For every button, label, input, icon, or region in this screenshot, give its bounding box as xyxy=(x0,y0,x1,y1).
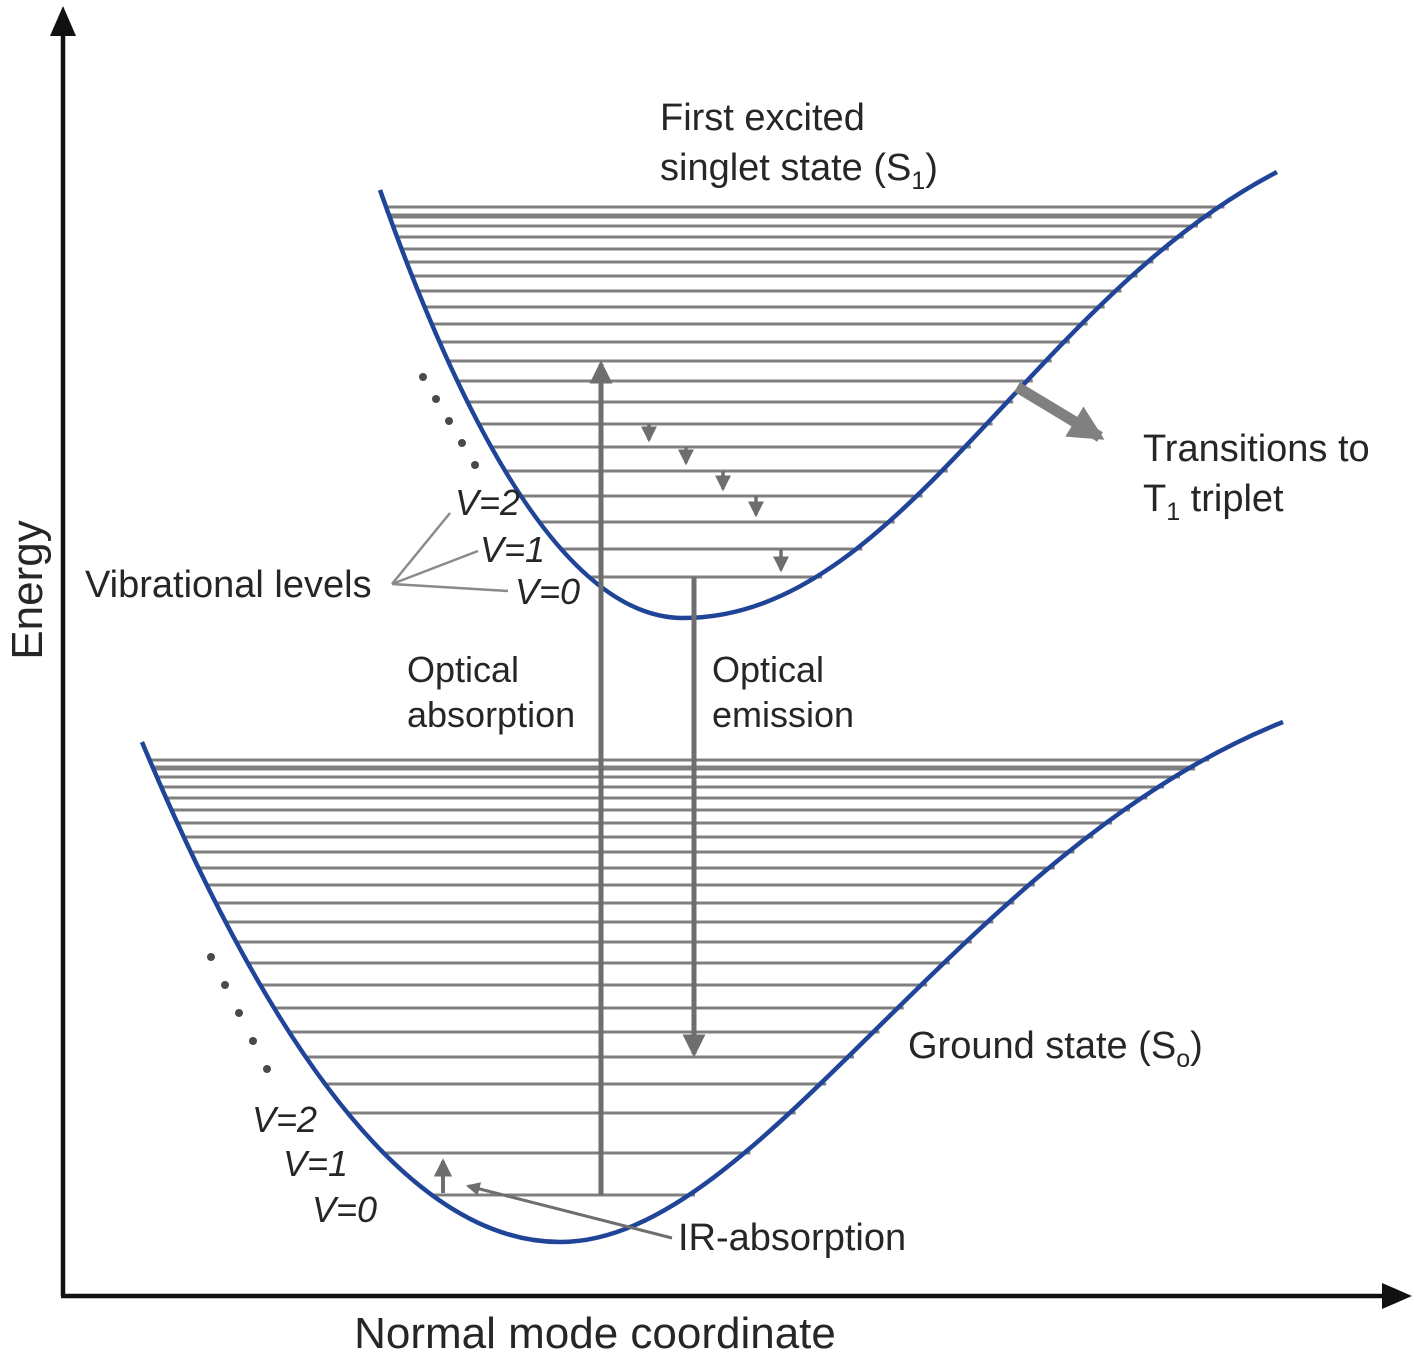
y-axis-arrowhead-icon xyxy=(50,6,76,36)
ground-state-suffix: ) xyxy=(1190,1025,1203,1067)
ground-state-label: Ground state (So) xyxy=(908,1025,1203,1073)
triplet-word: triplet xyxy=(1180,478,1284,520)
optical-emission-label-line1: Optical xyxy=(712,649,824,690)
transitions-label-line2: T1 triplet xyxy=(1143,478,1284,526)
s0-potential-curve xyxy=(139,719,1284,1245)
s0-vibrational-levels xyxy=(149,758,1210,1197)
s1-level-continuation-dots xyxy=(419,373,479,469)
s1-title-line2: singlet state (S1) xyxy=(660,147,938,195)
s0-v2-label: V=2 xyxy=(252,1099,317,1140)
t1-subscript: 1 xyxy=(1166,498,1180,526)
x-axis-arrowhead-icon xyxy=(1382,1283,1412,1309)
s0-level-continuation-dots xyxy=(207,953,271,1073)
transitions-label-line1: Transitions to xyxy=(1143,428,1370,470)
s1-title-line1: First excited xyxy=(660,97,865,139)
s1-title-suffix: ) xyxy=(925,147,938,189)
vibrational-levels-label: Vibrational levels xyxy=(85,564,372,606)
y-axis-label: Energy xyxy=(3,520,52,659)
ir-absorption-label: IR-absorption xyxy=(678,1217,906,1259)
s1-v1-label: V=1 xyxy=(480,529,545,570)
s1-potential-curve xyxy=(377,170,1279,621)
s1-v2-label: V=2 xyxy=(455,482,520,523)
ground-state-prefix: Ground state (S xyxy=(908,1025,1176,1067)
s1-title-prefix: singlet state (S xyxy=(660,147,911,189)
optical-absorption-label-line2: absorption xyxy=(407,694,575,735)
ir-absorption-callout-line xyxy=(465,1182,673,1240)
s1-subscript: 1 xyxy=(911,167,925,195)
x-axis-label: Normal mode coordinate xyxy=(354,1309,836,1358)
s1-v0-label: V=0 xyxy=(515,571,580,612)
s0-subscript: o xyxy=(1176,1045,1190,1073)
t1-symbol: T xyxy=(1143,478,1166,520)
optical-absorption-label-line1: Optical xyxy=(407,649,519,690)
s1-vibrational-levels xyxy=(386,205,1225,579)
vibrational-levels-callout-lines xyxy=(391,512,509,593)
s0-v0-label: V=0 xyxy=(312,1189,377,1230)
transition-to-triplet-arrow xyxy=(1014,382,1105,442)
axes xyxy=(50,6,1412,1309)
optical-emission-label-line2: emission xyxy=(712,694,854,735)
vibrational-relaxation-arrows xyxy=(640,424,790,573)
s0-v1-label: V=1 xyxy=(283,1143,348,1184)
